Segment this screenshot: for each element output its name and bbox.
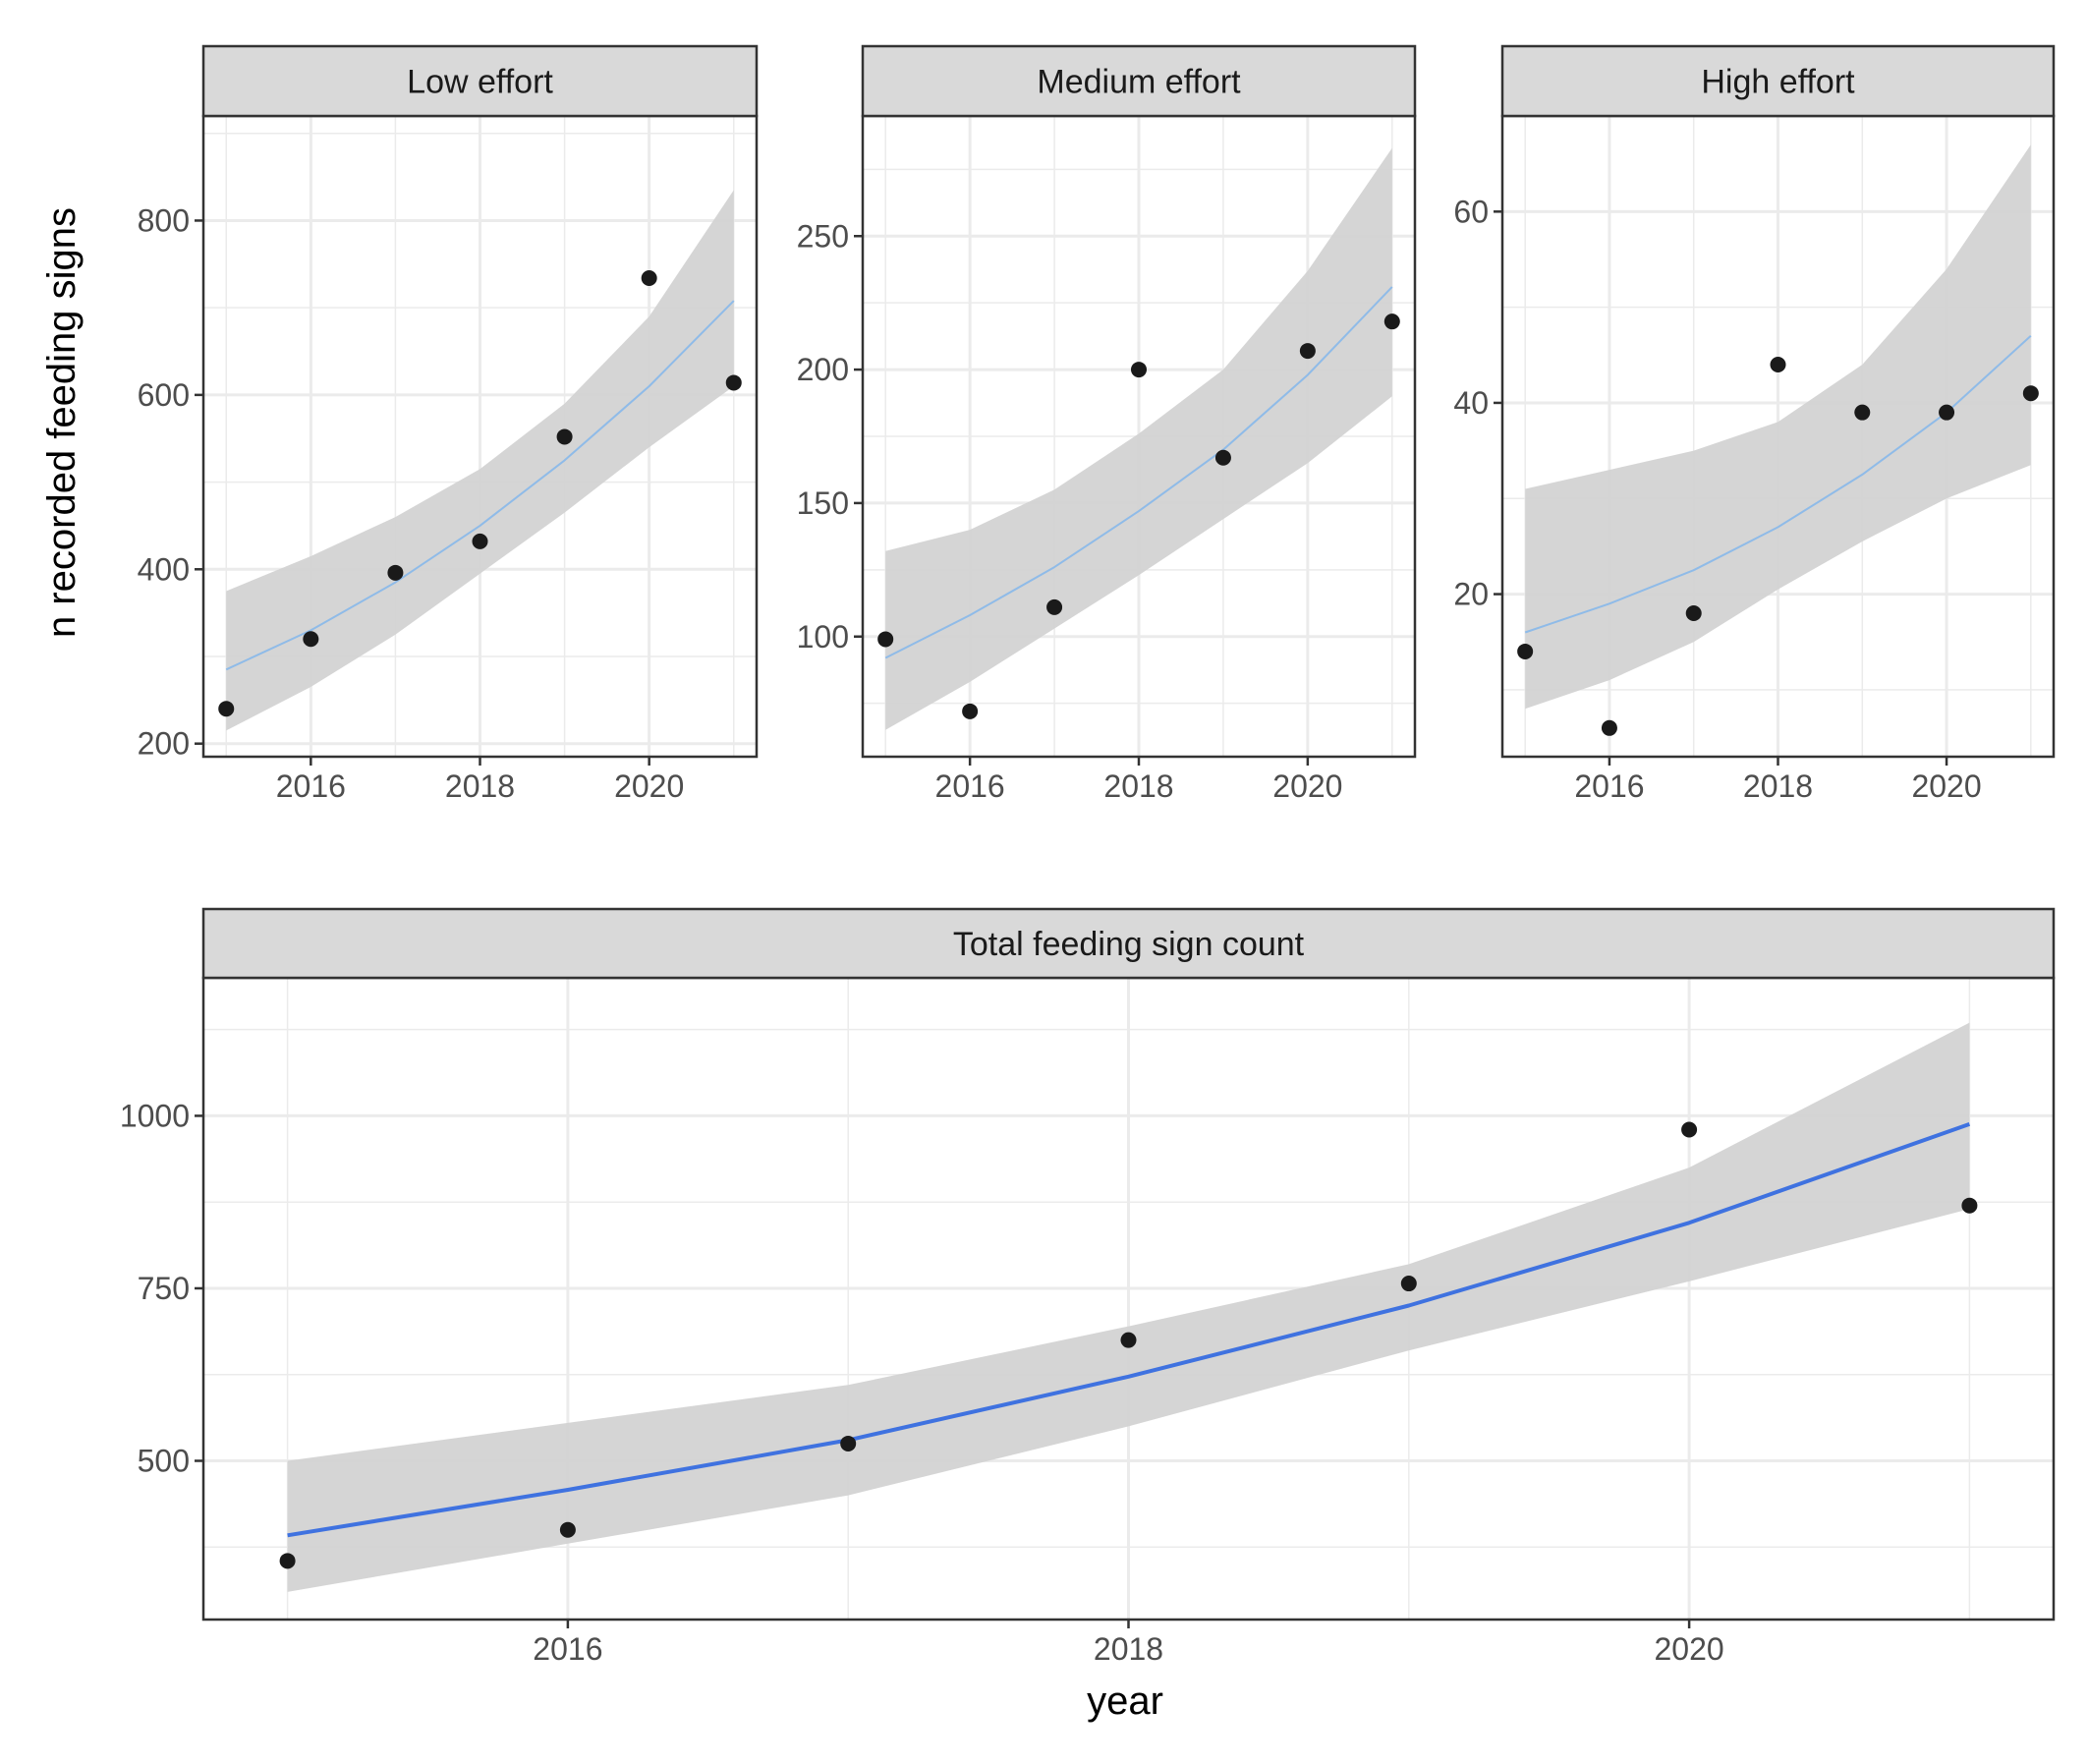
data-point: [1770, 357, 1786, 373]
panel-strip: [201, 44, 759, 118]
data-point: [1939, 404, 1955, 421]
data-point: [387, 564, 404, 581]
data-point: [2022, 385, 2039, 402]
y-tick-label: 200: [138, 726, 190, 762]
x-tick-label: 2016: [276, 768, 346, 804]
confidence-ribbon: [1525, 144, 2031, 710]
confidence-ribbon: [885, 147, 1392, 730]
x-tick-label: 2016: [1574, 768, 1644, 804]
x-tick-label: 2020: [614, 768, 684, 804]
data-point: [1854, 404, 1871, 421]
data-point: [1681, 1121, 1698, 1138]
data-point: [1120, 1332, 1137, 1348]
fit-line: [225, 300, 735, 671]
confidence-ribbon: [287, 1022, 1970, 1592]
data-point: [1131, 362, 1147, 378]
data-point: [877, 631, 894, 648]
confidence-ribbon: [226, 190, 734, 731]
data-point: [1961, 1197, 1978, 1214]
x-tick-label: 2020: [1911, 768, 1981, 804]
x-tick-label: 2018: [1743, 768, 1813, 804]
data-point: [962, 703, 979, 719]
strip-label: Medium effort: [1037, 64, 1241, 101]
panel-total-feeding-sign-count: Total feeding sign count 2016 2018 2020 500 7…: [120, 907, 2056, 1667]
data-point: [641, 269, 657, 286]
x-tick-label: 2018: [445, 768, 515, 804]
y-tick-label: 100: [797, 619, 849, 654]
data-point: [725, 374, 742, 391]
x-tick-label: 2018: [1103, 768, 1173, 804]
y-tick-label: 150: [797, 485, 849, 521]
data-point: [1046, 598, 1063, 615]
y-tick-label: 600: [138, 377, 190, 413]
y-axis-title: n recorded feeding signs: [40, 207, 84, 638]
panel-medium-effort: Medium effort 2016 2018 2020 100 150 200 250: [797, 44, 1417, 804]
panel-low-effort: Low effort 2016 2018 2020 200 400 600 800: [138, 44, 759, 804]
strip-label: High effort: [1701, 64, 1855, 101]
y-tick-label: 400: [138, 551, 190, 587]
data-point: [303, 631, 319, 648]
strip-label: Total feeding sign count: [953, 926, 1305, 963]
panels: Low effort 2016 2018 2020 200 400 600 800 Medium…: [120, 44, 2056, 1667]
y-tick-label: 500: [138, 1444, 190, 1479]
fit-line: [884, 286, 1393, 659]
data-point: [559, 1521, 576, 1538]
data-point: [1214, 449, 1231, 466]
data-point: [840, 1435, 857, 1451]
x-tick-label: 2018: [1094, 1631, 1163, 1667]
fit-line: [287, 1122, 1971, 1538]
y-tick-label: 250: [797, 218, 849, 254]
x-tick-label: 2020: [1272, 768, 1342, 804]
x-tick-label: 2016: [935, 768, 1005, 804]
panel-strip: [201, 907, 2056, 980]
y-tick-label: 200: [797, 352, 849, 387]
panel-strip: [861, 44, 1417, 118]
y-tick-label: 1000: [120, 1098, 190, 1133]
strip-label: Low effort: [407, 64, 553, 101]
y-tick-label: 60: [1453, 194, 1489, 229]
data-point: [1685, 605, 1702, 622]
data-point: [472, 533, 488, 549]
data-point: [1383, 313, 1400, 330]
data-point: [1299, 343, 1316, 360]
data-point: [1517, 643, 1534, 659]
y-tick-label: 750: [138, 1271, 190, 1306]
x-tick-label: 2016: [533, 1631, 602, 1667]
y-tick-label: 40: [1453, 385, 1489, 421]
data-point: [1601, 719, 1617, 736]
x-axis-title: year: [1087, 1679, 1163, 1723]
data-point: [218, 701, 235, 717]
panel-strip: [1500, 44, 2056, 118]
x-tick-label: 2020: [1655, 1631, 1724, 1667]
y-tick-label: 800: [138, 202, 190, 238]
data-point: [556, 428, 573, 445]
data-point: [1400, 1276, 1417, 1292]
data-point: [279, 1553, 296, 1569]
y-tick-label: 20: [1453, 577, 1489, 612]
